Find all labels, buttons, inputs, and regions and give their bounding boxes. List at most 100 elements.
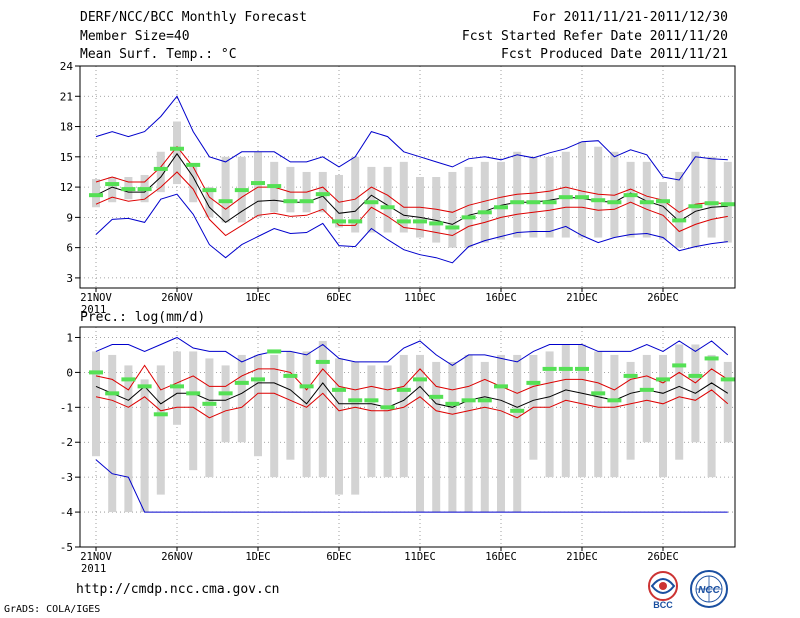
prec-median-mark: [413, 377, 427, 382]
prec-median-mark: [364, 398, 379, 403]
temp-median-mark: [607, 200, 622, 205]
prec-median-mark: [704, 356, 719, 361]
prec-box: [318, 340, 327, 478]
temp-box: [189, 166, 198, 203]
prec-box: [707, 354, 716, 478]
prec-median-mark: [202, 401, 217, 406]
temp-median-mark: [429, 221, 444, 226]
temp-box: [383, 166, 392, 233]
temp-median-mark: [510, 200, 525, 205]
temp-median-mark: [218, 199, 233, 204]
temp-ytick-label: 18: [60, 121, 73, 134]
prec-median-mark: [477, 398, 492, 403]
prec-median-mark: [267, 349, 282, 354]
temp-ytick-label: 24: [60, 60, 74, 73]
fcst-started-label: Fcst Started Refer Date 2011/11/20: [461, 29, 728, 44]
prec-median-mark: [299, 384, 314, 389]
temp-median-mark: [477, 210, 492, 215]
source-url[interactable]: http://cmdp.ncc.cma.gov.cn: [76, 582, 280, 597]
fcst-produced-label: Fcst Produced Date 2011/11/21: [501, 47, 728, 62]
prec-median-mark: [510, 408, 525, 413]
temp-box: [399, 161, 408, 233]
prec-median-mark: [396, 387, 411, 392]
prec-median-mark: [89, 370, 103, 375]
prec-box: [448, 361, 457, 513]
temp-xtick-label: 1DEC: [245, 292, 270, 304]
temp-box: [335, 174, 343, 228]
prec-xtick-label: 1DEC: [245, 551, 270, 563]
prec-median-mark: [348, 398, 363, 403]
temp-median-mark: [89, 193, 103, 198]
prec-box: [578, 344, 586, 478]
temp-box: [675, 171, 684, 248]
prec-median-mark: [591, 391, 606, 396]
prec-median-mark: [575, 366, 589, 371]
temp-median-mark: [186, 162, 201, 167]
prec-box: [675, 344, 684, 460]
temp-xtick-label: 26NOV: [161, 292, 193, 304]
prec-xtick-label: 16DEC: [485, 551, 517, 563]
temp-median-mark: [121, 187, 136, 192]
temp-median-mark: [461, 215, 476, 220]
temp-median-mark: [672, 218, 687, 223]
temp-box: [497, 161, 505, 240]
prec-meanminussd-line: [95, 389, 729, 419]
prec-median-mark: [720, 377, 735, 382]
prec-median-mark: [542, 366, 557, 371]
temp-xtick-label: 16DEC: [485, 292, 517, 304]
prec-box: [237, 354, 246, 443]
prec-median-mark: [639, 387, 654, 392]
prec-median-mark: [315, 359, 330, 364]
temp-median-mark: [445, 225, 460, 230]
temp-median-mark: [332, 219, 346, 224]
prec-ytick-label: -3: [60, 471, 73, 484]
prec-box: [594, 351, 603, 478]
prec-ytick-label: -2: [60, 436, 73, 449]
prec-box: [367, 365, 376, 478]
temp-median-mark: [396, 219, 411, 224]
prec-median-mark: [234, 380, 249, 385]
prec-box: [124, 365, 133, 513]
prec-median-mark: [461, 398, 476, 403]
prec-box: [561, 344, 570, 478]
temp-xtick-label: 11DEC: [404, 292, 436, 304]
prec-panel-title: Prec.: log(mm/d): [80, 310, 205, 325]
temp-box: [529, 156, 538, 238]
temp-median-mark: [202, 188, 217, 193]
prec-box: [92, 351, 100, 457]
prec-median-mark: [218, 391, 233, 396]
temp-median-mark: [413, 219, 427, 224]
prec-box: [513, 354, 522, 513]
prec-median-mark: [429, 394, 444, 399]
temp-ytick-label: 15: [60, 151, 73, 164]
prec-box: [335, 358, 343, 495]
temp-year-label: 2011: [81, 304, 106, 316]
prec-median-mark: [445, 401, 460, 406]
prec-box: [497, 354, 505, 513]
prec-xtick-label: 26NOV: [161, 551, 193, 563]
temp-box: [659, 182, 667, 240]
temp-ytick-label: 12: [60, 181, 73, 194]
bcc-logo: BCC: [648, 571, 678, 610]
temp-median-mark: [380, 205, 395, 210]
prec-box: [464, 354, 473, 513]
temp-box: [221, 156, 230, 223]
member-size-label: Member Size=40: [80, 29, 190, 44]
prec-box: [545, 351, 554, 478]
prec-box: [351, 361, 360, 495]
temp-box: [707, 156, 716, 238]
temp-box: [286, 166, 295, 213]
temp-median-mark: [348, 219, 363, 224]
temp-box: [480, 161, 489, 243]
prec-box: [723, 361, 732, 443]
prec-median-mark: [121, 377, 136, 382]
temp-median-mark: [494, 205, 508, 210]
prec-median-mark: [137, 384, 152, 389]
prec-box: [286, 351, 295, 460]
temp-xtick-label: 6DEC: [326, 292, 351, 304]
temp-box: [561, 151, 570, 238]
temp-ytick-label: 21: [60, 90, 73, 103]
temp-box: [691, 151, 700, 248]
temp-ytick-label: 3: [66, 272, 73, 285]
